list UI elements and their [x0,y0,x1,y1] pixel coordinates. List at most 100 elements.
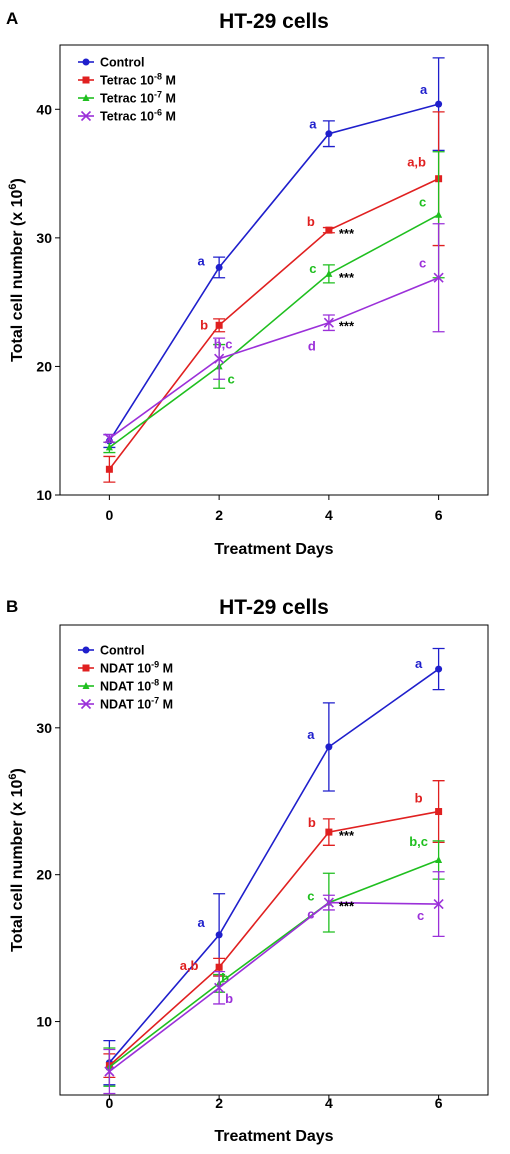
significance-letter: a,b [180,958,199,973]
data-point [325,828,333,836]
legend-label: Tetrac 10-8 M [100,72,176,88]
series-line [108,901,439,1073]
series-line [108,177,439,470]
chart-title: HT-29 cells [219,596,329,619]
significance-letter: b [225,991,233,1006]
significance-letter: a [198,253,206,268]
plot-frame [59,44,489,496]
data-point [323,897,334,908]
x-tick-label: 4 [325,507,333,523]
significance-stars: *** [339,828,355,843]
x-tick-label: 0 [105,1095,113,1111]
chart-title: HT-29 cells [219,10,329,33]
significance-letter: a [415,656,423,671]
y-tick-label: 30 [36,720,52,736]
series-line [108,103,439,442]
data-point [435,808,443,816]
legend-label: NDAT 10-8 M [100,678,173,694]
series-1: a a a [103,647,445,1086]
data-point [105,443,113,451]
plot-frame [59,624,489,1096]
significance-letter: c [307,889,314,904]
significance-letter: b [415,791,423,806]
series-2: b b *** a,b [103,111,445,483]
data-point [323,317,334,328]
series-line [108,276,439,440]
data-point [325,130,333,138]
data-point [104,1066,115,1077]
data-point [433,272,444,283]
data-point [215,321,223,329]
x-tick-label: 6 [435,1095,443,1111]
x-tick-label: 2 [215,1095,223,1111]
legend-marker [82,682,90,689]
data-point [435,665,443,673]
y-tick-label: 30 [36,230,52,246]
legend-label: NDAT 10-7 M [100,696,173,712]
legend-label: NDAT 10-9 M [100,660,173,676]
data-point [215,931,223,939]
significance-letter: c [307,907,314,922]
series-line [108,810,439,1067]
data-point [435,210,443,218]
significance-letter: b [221,970,229,985]
series-4: b c *** c [103,871,445,1095]
significance-letter: c [419,195,426,210]
series-line [108,668,440,1064]
y-tick-label: 10 [36,1014,52,1030]
legend-marker [82,664,90,672]
series-line [108,214,439,449]
chart-panel-b: B HT-29 cells 0 2 4 6 10 20 30 Treatment Days Tota… [6,596,489,1145]
y-axis-title: Total cell number (x 106) [7,178,26,362]
legend-label: Tetrac 10-7 M [100,90,176,106]
legend: Control Tetrac 10-8 M Tetrac 10-7 M Tetrac … [78,56,176,124]
data-point [325,743,333,751]
data-point [104,433,115,444]
significance-letter: b,c [409,834,428,849]
legend-label: Tetrac 10-6 M [100,108,176,124]
data-point [325,226,333,234]
significance-stars: *** [339,226,355,241]
y-tick-label: 10 [36,487,52,503]
series-line [108,859,439,1068]
data-point [435,856,443,863]
series-3: b c *** b,c [103,834,445,1087]
significance-letter: a [420,82,428,97]
significance-letter: d [308,339,316,354]
significance-letter: c [228,371,235,386]
x-tick-label: 4 [325,1095,333,1111]
significance-letter: c [417,908,424,923]
significance-letter: c [309,261,316,276]
x-tick-label: 2 [215,507,223,523]
significance-letter: a [309,117,317,132]
legend-marker [82,58,90,66]
legend-label: Control [100,644,144,658]
y-tick-label: 20 [36,867,52,883]
significance-letter: b,c [214,337,233,352]
legend-marker [82,76,90,84]
significance-letter: b [307,214,315,229]
significance-letter: b [200,317,208,332]
data-point [105,465,113,473]
significance-stars: *** [339,319,355,334]
data-point [214,982,225,993]
x-axis-title: Treatment Days [214,541,333,558]
legend-marker [80,698,92,710]
x-tick-label: 0 [105,507,113,523]
significance-letter: b [308,815,316,830]
significance-letter: c [419,256,426,271]
legend-marker [80,110,92,122]
significance-letter: a [307,727,315,742]
panel-letter: B [6,597,18,616]
significance-letter: a [198,915,206,930]
x-axis-title: Treatment Days [214,1128,333,1145]
legend: Control NDAT 10-9 M NDAT 10-8 M NDAT 10-7 M [78,644,173,712]
y-axis-title: Total cell number (x 106) [7,768,26,952]
legend-marker [82,94,90,101]
data-point [435,100,443,108]
y-tick-label: 20 [36,358,52,374]
series-4: b,c d *** c [103,223,445,444]
legend-label: Control [100,56,144,70]
y-tick-label: 40 [36,101,52,117]
